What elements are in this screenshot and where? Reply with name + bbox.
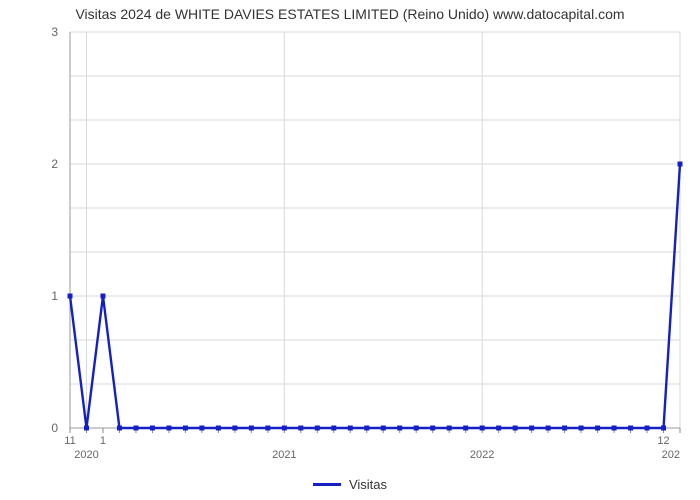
svg-text:0: 0 (51, 421, 58, 435)
chart-legend: Visitas (0, 474, 700, 492)
svg-text:202: 202 (662, 449, 680, 461)
svg-text:3: 3 (51, 25, 58, 39)
svg-text:2021: 2021 (272, 449, 296, 461)
svg-text:2022: 2022 (470, 449, 494, 461)
svg-text:11: 11 (64, 435, 75, 447)
chart-container: Visitas 2024 de WHITE DAVIES ESTATES LIM… (0, 0, 700, 500)
svg-text:1: 1 (100, 435, 106, 447)
svg-text:12: 12 (657, 435, 669, 447)
svg-text:2: 2 (51, 157, 58, 171)
chart-plot: 012311112202020212022202 (0, 0, 700, 470)
legend-item-visitas: Visitas (313, 477, 387, 492)
legend-swatch (313, 483, 341, 486)
legend-label: Visitas (349, 477, 387, 492)
svg-text:2020: 2020 (74, 449, 98, 461)
svg-text:1: 1 (51, 289, 58, 303)
